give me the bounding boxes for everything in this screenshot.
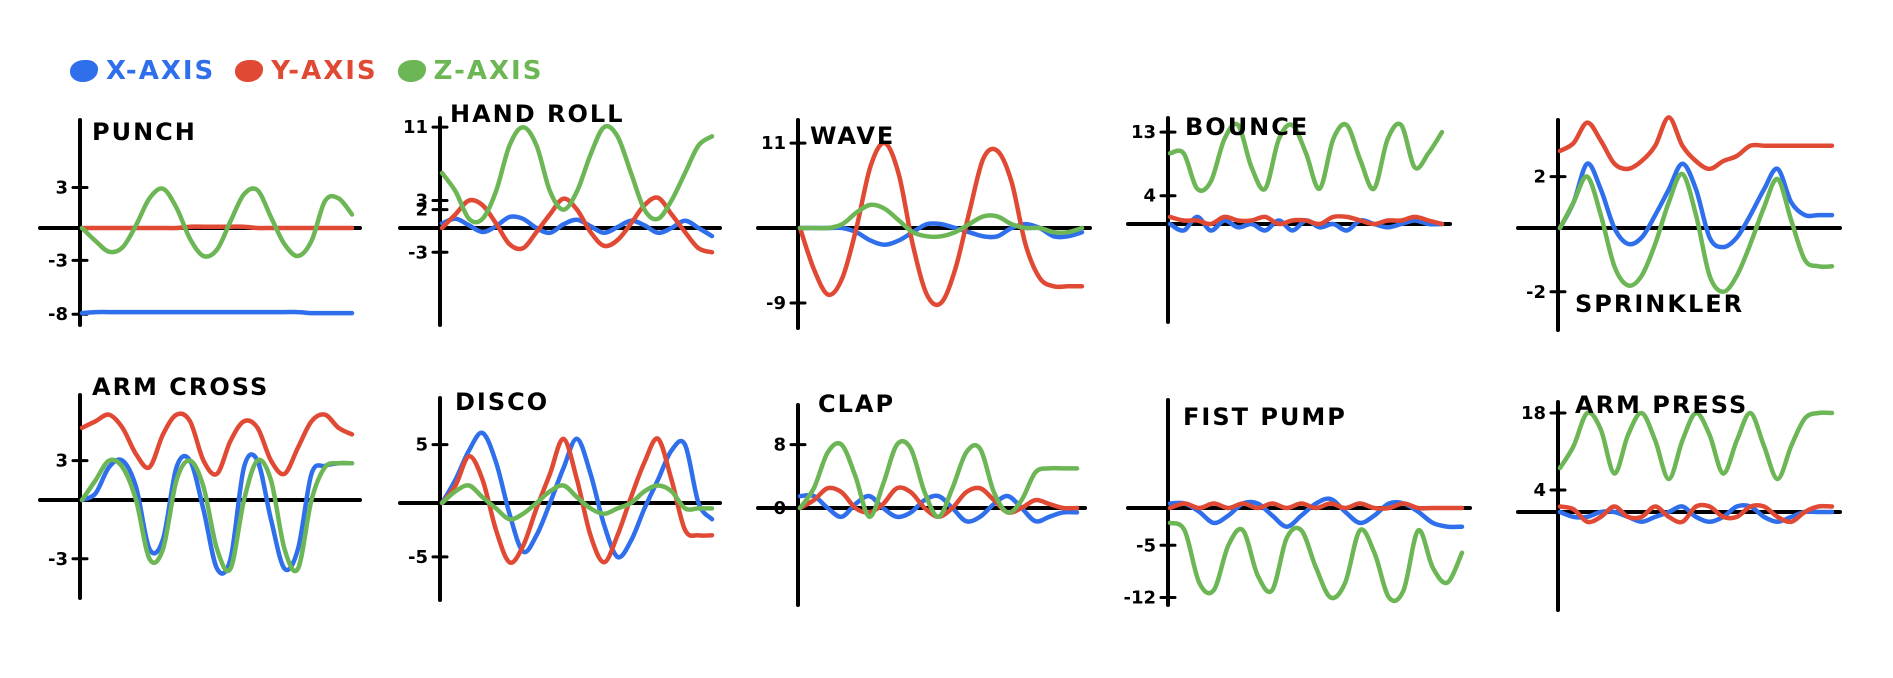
y-tick-label: 5: [415, 435, 428, 456]
series-line-z: [1167, 520, 1465, 604]
y-tick-label: -12: [1123, 588, 1156, 609]
y-tick-label: 3: [55, 451, 68, 472]
series-line-z: [1557, 410, 1835, 482]
series-line-z: [439, 483, 715, 522]
legend: X-AXIS Y-AXIS Z-AXIS: [70, 56, 543, 86]
series-line-z: [1167, 121, 1445, 193]
series-line-z: [797, 202, 1085, 240]
y-tick-label: 0: [773, 498, 786, 519]
y-tick-label: 3: [415, 191, 428, 212]
y-tick-label: 2: [415, 200, 428, 221]
y-tick-label: 2: [1533, 167, 1546, 188]
chart-arm-press: 18 4 ARM PRESS: [1516, 391, 1842, 612]
series-line-y: [1167, 501, 1465, 511]
legend-label-y: Y-AXIS: [271, 56, 378, 86]
series-line-y: [79, 224, 355, 231]
y-tick-label: 11: [761, 133, 786, 154]
y-tick-label: -5: [408, 547, 428, 568]
chart-title: ARM PRESS: [1575, 391, 1748, 419]
y-tick-label: -8: [48, 304, 68, 325]
legend-item-y[interactable]: Y-AXIS: [235, 56, 377, 86]
y-tick-label: 8: [773, 435, 786, 456]
series-line-x: [1557, 161, 1835, 250]
legend-label-z: Z-AXIS: [433, 56, 544, 86]
chart-clap: 8 0 CLAP: [756, 390, 1087, 607]
series-line-z: [79, 457, 355, 574]
legend-label-x: X-AXIS: [106, 56, 216, 86]
chart-bounce: 13 4 BOUNCE: [1126, 113, 1452, 324]
series-line-z: [797, 438, 1080, 520]
legend-swatch-y: [235, 60, 264, 82]
series-line-y: [797, 140, 1085, 308]
chart-hand-roll: 11 32 -3 HAND ROLL: [398, 100, 722, 327]
chart-title: WAVE: [810, 122, 895, 150]
series-line-z: [1557, 171, 1835, 295]
chart-arm-cross: 3 -3 ARM CROSS: [38, 373, 362, 600]
series-line-y: [1557, 502, 1835, 525]
chart-disco: 5 -5 DISCO: [398, 388, 722, 602]
series-line-y: [439, 195, 715, 255]
series-line-y: [1557, 115, 1835, 172]
y-tick-label: 18: [1521, 403, 1546, 424]
chart-sprinkler: 2 -2 SPRINKLER: [1516, 115, 1842, 332]
y-tick-label: 3: [55, 178, 68, 199]
series-line-y: [797, 485, 1080, 520]
chart-title: PUNCH: [92, 118, 197, 146]
chart-wave: 11 -9 WAVE: [756, 118, 1092, 330]
y-tick-label: -3: [408, 242, 428, 263]
series-line-x: [79, 309, 355, 316]
y-tick-label: -5: [1136, 535, 1156, 556]
chart-punch: 3 -3 -8 PUNCH: [38, 118, 362, 327]
chart-title: BOUNCE: [1185, 113, 1309, 141]
y-tick-label: -2: [1526, 282, 1546, 303]
chart-title: DISCO: [455, 388, 549, 416]
y-tick-label: 13: [1131, 122, 1156, 143]
series-line-x: [797, 492, 1080, 524]
legend-item-z[interactable]: Z-AXIS: [397, 56, 544, 86]
chart-title: SPRINKLER: [1575, 290, 1744, 318]
legend-swatch-x: [70, 60, 98, 82]
series-line-z: [79, 186, 355, 259]
series-line-x: [79, 452, 355, 576]
chart-fist-pump: -5 -12 FIST PUMP: [1123, 398, 1472, 609]
chart-title: CLAP: [818, 390, 895, 418]
legend-item-x[interactable]: X-AXIS: [70, 56, 215, 86]
chart-title: HAND ROLL: [450, 100, 625, 128]
chart-title: ARM CROSS: [92, 373, 269, 401]
y-tick-label: 4: [1533, 480, 1546, 501]
legend-swatch-z: [397, 60, 426, 82]
y-tick-label: 11: [403, 117, 428, 138]
series-line-y: [439, 436, 715, 565]
y-tick-label: -3: [48, 549, 68, 570]
series-line-z: [439, 124, 715, 225]
y-tick-label: 4: [1143, 186, 1156, 207]
y-tick-label: -3: [48, 250, 68, 271]
series-line-y: [79, 411, 355, 477]
series-line-y: [1167, 214, 1445, 227]
y-tick-label: -9: [766, 293, 786, 314]
chart-title: FIST PUMP: [1183, 403, 1347, 431]
series-line-x: [439, 214, 715, 239]
